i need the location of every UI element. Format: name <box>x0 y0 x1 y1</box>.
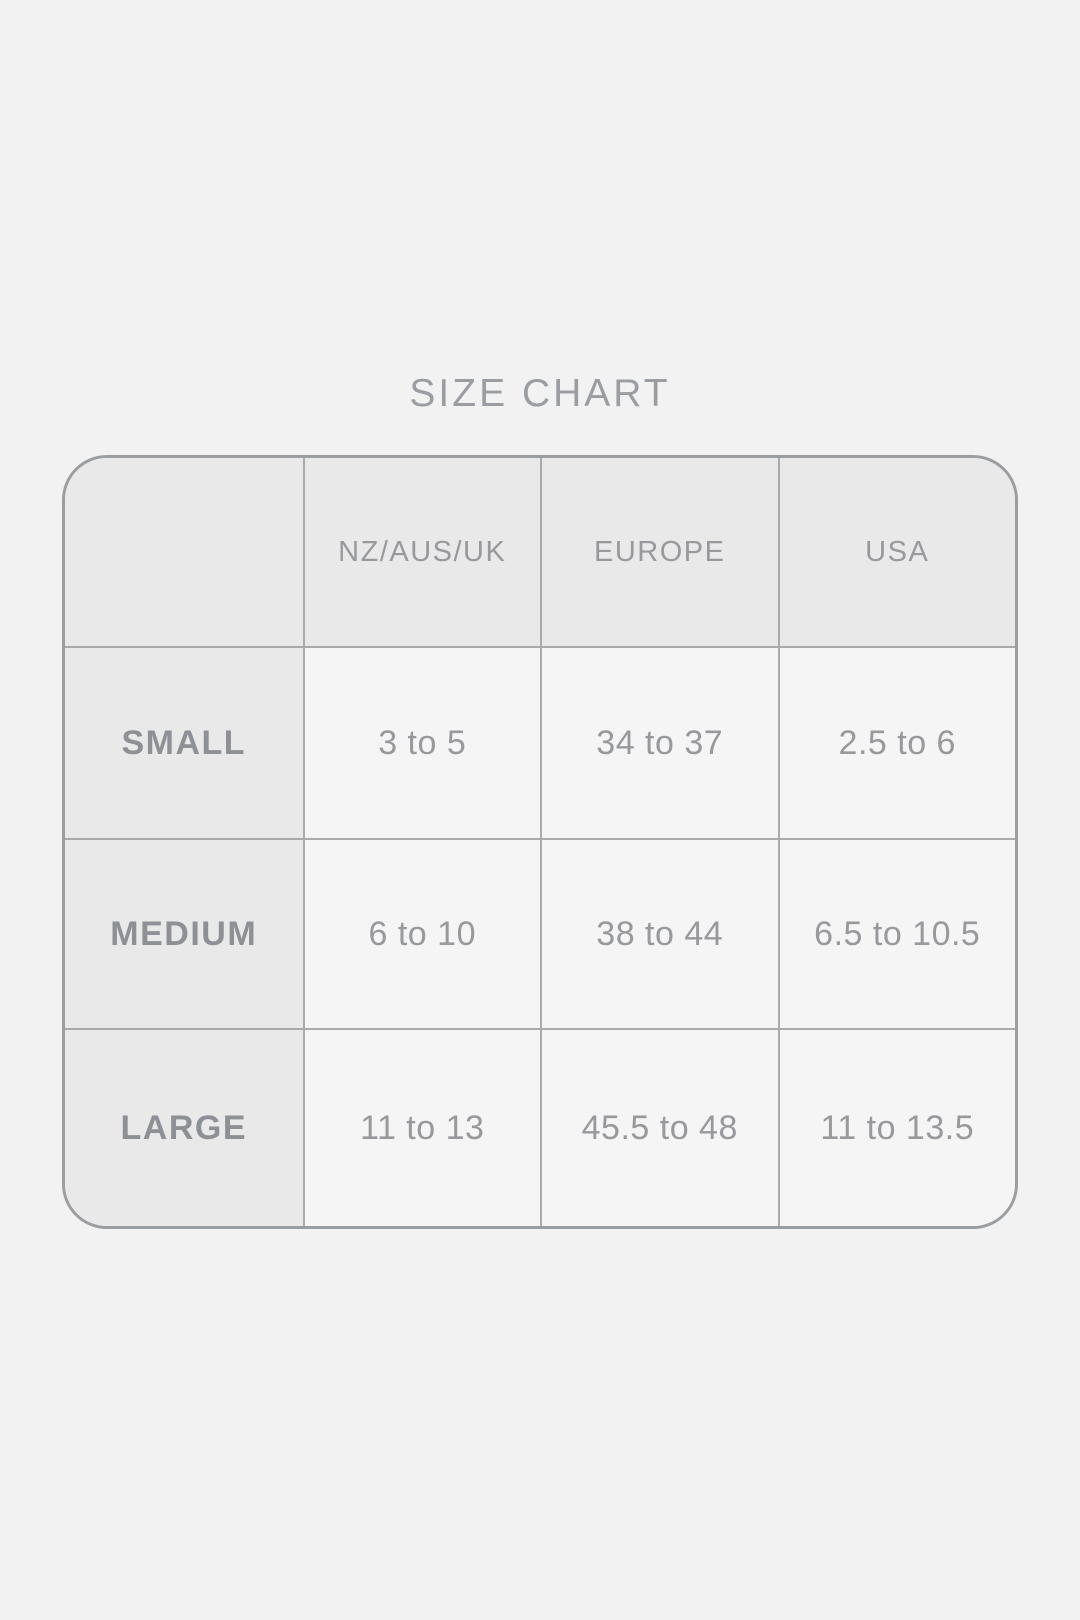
row-label-medium: MEDIUM <box>65 838 303 1028</box>
cell-medium-nz-aus-uk: 6 to 10 <box>302 838 540 1028</box>
col-header-europe: EUROPE <box>540 458 778 646</box>
cell-medium-europe: 38 to 44 <box>540 838 778 1028</box>
row-label-large: LARGE <box>65 1028 303 1226</box>
cell-large-nz-aus-uk: 11 to 13 <box>302 1028 540 1226</box>
cell-small-nz-aus-uk: 3 to 5 <box>302 646 540 838</box>
cell-small-usa: 2.5 to 6 <box>777 646 1015 838</box>
cell-large-europe: 45.5 to 48 <box>540 1028 778 1226</box>
col-header-usa: USA <box>777 458 1015 646</box>
col-header-nz-aus-uk: NZ/AUS/UK <box>302 458 540 646</box>
corner-cell <box>65 458 303 646</box>
page-title: SIZE CHART <box>409 372 671 415</box>
row-label-small: SMALL <box>65 646 303 838</box>
cell-small-europe: 34 to 37 <box>540 646 778 838</box>
size-chart-table: NZ/AUS/UK EUROPE USA SMALL 3 to 5 34 to … <box>62 455 1018 1229</box>
cell-large-usa: 11 to 13.5 <box>777 1028 1015 1226</box>
cell-medium-usa: 6.5 to 10.5 <box>777 838 1015 1028</box>
